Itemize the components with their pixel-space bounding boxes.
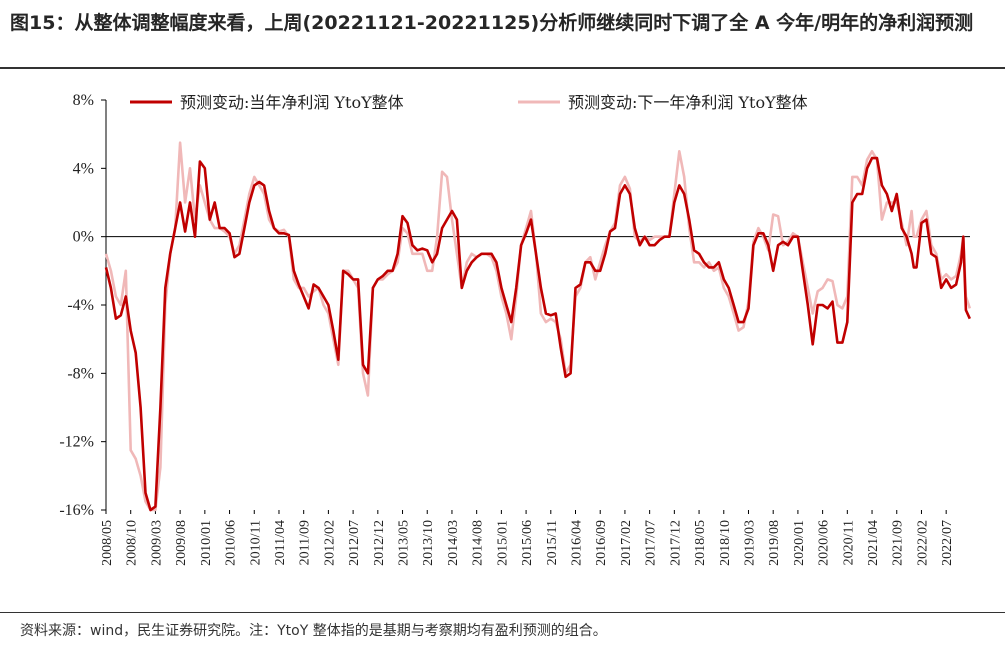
x-tick-label: 2015/06	[520, 520, 535, 566]
x-tick-label: 2017/07	[644, 520, 659, 566]
x-tick-label: 2008/10	[125, 520, 140, 566]
x-tick-label: 2022/02	[915, 520, 930, 566]
x-tick-label: 2012/07	[347, 520, 362, 566]
x-tick-label: 2022/07	[940, 520, 955, 566]
x-tick-label: 2014/03	[446, 520, 461, 566]
x-tick-label: 2020/01	[792, 520, 807, 566]
x-tick-label: 2012/02	[322, 520, 337, 566]
y-tick-label: 8%	[73, 92, 94, 109]
y-tick-label: -12%	[59, 434, 94, 451]
x-tick-label: 2015/01	[495, 520, 510, 566]
chart-title: 图15：从整体调整幅度来看，上周(20221121-20221125)分析师继续…	[10, 12, 974, 34]
y-axis-ticks: 8% 4% 0% -4% -8% -12% -16%	[59, 92, 106, 519]
x-tick-label: 2010/06	[224, 520, 239, 566]
line-chart: 8% 4% 0% -4% -8% -12% -16% 2008/05 2008/10 2009/…	[59, 92, 972, 566]
x-tick-label: 2018/05	[693, 520, 708, 566]
y-tick-label: -4%	[67, 297, 94, 314]
x-tick-label: 2019/08	[767, 520, 782, 566]
series-line-next-year	[104, 141, 972, 512]
x-tick-label: 2014/08	[471, 520, 486, 566]
y-tick-label: 0%	[73, 229, 94, 246]
chart-legend: 预测变动:当年净利润 YtoY整体 预测变动:下一年净利润 YtoY整体	[130, 93, 808, 112]
x-axis-ticks: 2008/05 2008/10 2009/03 2009/08 2010/01 2010/…	[100, 510, 955, 566]
x-tick-label: 2021/09	[891, 520, 906, 566]
x-tick-label: 2021/04	[866, 520, 881, 566]
x-tick-label: 2009/08	[174, 520, 189, 566]
y-tick-label: 4%	[73, 160, 94, 177]
x-tick-label: 2017/02	[619, 520, 634, 566]
x-tick-label: 2016/04	[570, 520, 585, 566]
x-tick-label: 2018/10	[718, 520, 733, 566]
x-tick-label: 2012/12	[372, 520, 387, 566]
title-divider	[0, 67, 1005, 69]
x-tick-label: 2019/03	[742, 520, 757, 566]
x-tick-label: 2008/05	[100, 520, 115, 566]
chart-axes	[105, 100, 970, 510]
x-tick-label: 2010/01	[199, 520, 214, 566]
source-note: 资料来源：wind，民生证券研究院。注：YtoY 整体指的是基期与考察期均有盈利…	[20, 623, 607, 639]
x-tick-label: 2016/09	[594, 520, 609, 566]
y-tick-label: -8%	[67, 365, 94, 382]
x-tick-label: 2015/11	[545, 520, 560, 565]
x-tick-label: 2013/05	[397, 520, 412, 566]
source-divider	[0, 612, 1005, 613]
x-tick-label: 2017/12	[668, 520, 683, 566]
legend-label: 预测变动:下一年净利润 YtoY整体	[568, 93, 808, 112]
series-lines	[104, 141, 972, 512]
x-tick-label: 2020/11	[841, 520, 856, 565]
y-tick-label: -16%	[59, 502, 94, 519]
legend-label: 预测变动:当年净利润 YtoY整体	[180, 93, 404, 112]
x-tick-label: 2009/03	[149, 520, 164, 566]
x-tick-label: 2010/11	[248, 520, 263, 565]
series-line-current-year	[104, 156, 971, 512]
x-tick-label: 2011/04	[273, 520, 288, 565]
x-tick-label: 2013/10	[421, 520, 436, 566]
x-tick-label: 2020/06	[817, 520, 832, 566]
x-tick-label: 2011/09	[298, 520, 313, 565]
